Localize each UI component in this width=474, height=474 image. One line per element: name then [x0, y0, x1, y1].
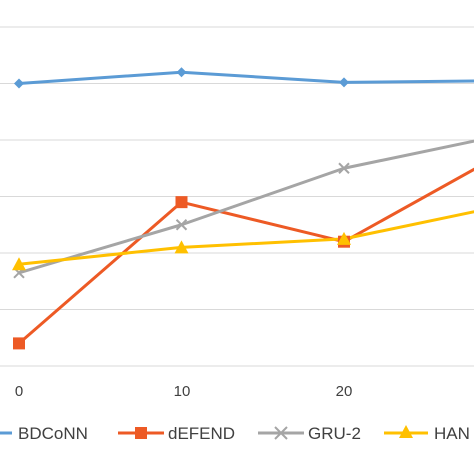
data-point-gru-2 [338, 162, 350, 174]
series-line-gru-2 [18, 139, 474, 275]
data-point-gru-2 [175, 219, 188, 231]
legend-square-marker [135, 427, 147, 439]
series-markers [12, 67, 351, 350]
legend-label: HAN [434, 424, 470, 443]
data-point-bdconn [176, 67, 187, 78]
x-axis-tick-labels: 0 10 20 [15, 383, 353, 400]
series-line-defend [18, 167, 474, 345]
x-tick-label: 0 [15, 383, 23, 400]
legend-item-bdconn: BDCoNN [0, 424, 88, 443]
series-line-han [18, 210, 474, 266]
data-point-han [12, 257, 26, 271]
legend-label: dEFEND [168, 424, 235, 443]
legend-x-marker [274, 426, 288, 440]
legend-item-defend: dEFEND [118, 424, 235, 443]
series-line-bdconn [18, 70, 474, 85]
x-tick-label: 10 [174, 383, 191, 400]
legend-item-gru-2: GRU-2 [258, 424, 361, 443]
legend-triangle-marker [399, 425, 413, 438]
legend-label: GRU-2 [308, 424, 361, 443]
legend-item-han: HAN [384, 424, 470, 443]
series-lines [18, 70, 474, 345]
data-point-bdconn [339, 77, 349, 88]
chart-legend: BDCoNN dEFEND GRU-2 HAN [0, 424, 470, 443]
data-point-han [174, 240, 189, 254]
data-point-han [337, 231, 351, 245]
data-point-defend [13, 337, 25, 350]
legend-label: BDCoNN [18, 424, 88, 443]
x-tick-label: 20 [336, 383, 353, 400]
data-point-defend [175, 196, 188, 209]
data-point-bdconn [14, 78, 24, 89]
grid-lines [0, 26, 474, 367]
